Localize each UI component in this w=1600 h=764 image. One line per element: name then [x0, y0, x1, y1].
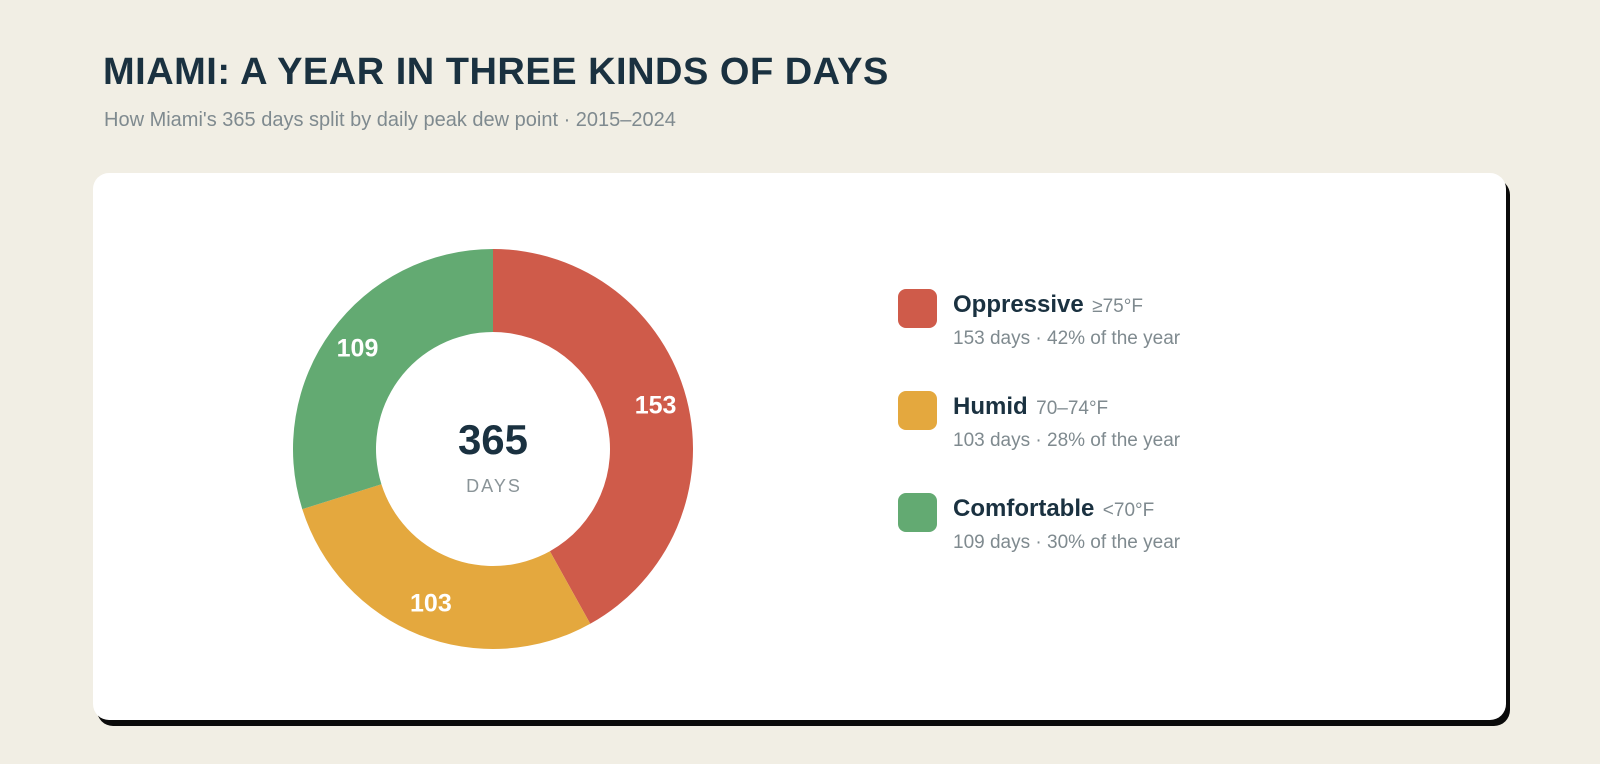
- legend-name: Humid: [953, 393, 1028, 420]
- legend-swatch-oppressive: [898, 289, 937, 328]
- legend-heading: Oppressive ≥75°F: [953, 289, 1180, 324]
- chart-card: 153 103 109 365 DAYS Oppressive ≥75°F 153 …: [93, 173, 1506, 720]
- slice-value-label-oppressive: 153: [635, 391, 677, 419]
- legend-range: 70–74°F: [1036, 398, 1109, 419]
- legend-name: Oppressive: [953, 291, 1084, 318]
- legend-detail: 153 days · 42% of the year: [953, 328, 1181, 349]
- donut-slice-comfortable: [293, 249, 493, 510]
- legend-range: <70°F: [1102, 500, 1155, 521]
- legend-swatch-humid: [898, 391, 937, 430]
- slice-labels-layer: 153 103 109: [337, 334, 677, 617]
- chart-title: MIAMI: A YEAR IN THREE KINDS OF DAYS: [103, 51, 889, 93]
- legend-text: Oppressive ≥75°F 153 days · 42% of the y…: [953, 289, 1180, 351]
- donut-chart: 153 103 109 365 DAYS: [293, 249, 693, 649]
- legend-text: Humid 70–74°F 103 days · 28% of the year: [953, 391, 1180, 453]
- center-unit-label: DAYS: [466, 476, 522, 496]
- chart-subtitle: How Miami's 365 days split by daily peak…: [104, 109, 676, 131]
- legend-detail: 103 days · 28% of the year: [953, 430, 1181, 451]
- center-total: 365: [458, 416, 528, 463]
- slice-value-label-comfortable: 109: [337, 334, 379, 362]
- donut-slice-oppressive: [493, 249, 693, 624]
- slices-layer: [293, 249, 693, 649]
- slice-value-label-humid: 103: [410, 590, 452, 618]
- legend-name: Comfortable: [953, 495, 1095, 522]
- legend-detail: 109 days · 30% of the year: [953, 532, 1181, 553]
- donut-svg: 153 103 109 365 DAYS: [293, 249, 693, 649]
- legend-heading: Comfortable <70°F: [953, 493, 1180, 528]
- legend-swatch-comfortable: [898, 493, 937, 532]
- donut-slice-humid: [302, 484, 591, 649]
- legend-range: ≥75°F: [1092, 296, 1143, 317]
- header: MIAMI: A YEAR IN THREE KINDS OF DAYS How…: [103, 48, 889, 134]
- legend-text: Comfortable <70°F 109 days · 30% of the …: [953, 493, 1180, 555]
- legend-heading: Humid 70–74°F: [953, 391, 1180, 426]
